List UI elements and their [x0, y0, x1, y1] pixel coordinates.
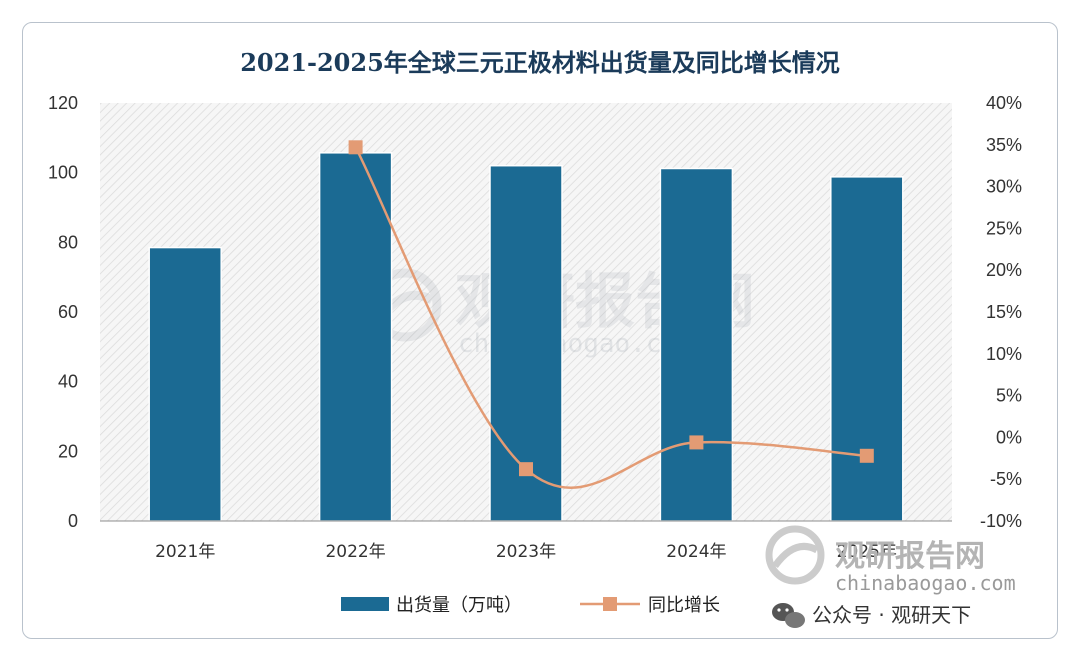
right-tick-label: 20%: [986, 260, 1022, 280]
right-tick-label: -10%: [980, 511, 1022, 531]
corner-brand-name: 观研报告网: [835, 539, 985, 574]
right-tick-label: 30%: [986, 177, 1022, 197]
x-tick-label: 2023年: [496, 542, 556, 562]
bar: [659, 167, 734, 522]
corner-wechat-label: 公众号 · 观研天下: [812, 603, 971, 627]
right-tick-label: -5%: [990, 469, 1022, 489]
left-tick-label: 0: [68, 511, 78, 531]
growth-point: [348, 140, 363, 155]
x-tick-label: 2021年: [155, 542, 215, 562]
line-series: [348, 140, 874, 489]
left-tick-label: 120: [48, 93, 78, 113]
legend-swatch-shipment: [341, 597, 389, 611]
growth-point: [689, 435, 704, 450]
legend-label-shipment: 出货量（万吨）: [396, 595, 522, 616]
left-tick-label: 20: [58, 441, 78, 461]
wechat-icon: [772, 603, 805, 628]
right-tick-label: 35%: [986, 135, 1022, 155]
legend-label-growth: 同比增长: [648, 595, 720, 616]
growth-point: [519, 462, 533, 477]
left-tick-label: 80: [58, 232, 78, 252]
x-tick-label: 2024年: [666, 542, 726, 562]
left-tick-label: 100: [48, 163, 78, 183]
right-tick-label: 40%: [986, 93, 1022, 113]
bar: [148, 246, 222, 522]
right-tick-label: 10%: [986, 344, 1022, 364]
growth-point: [859, 448, 874, 463]
bar: [830, 176, 904, 522]
corner-logo-icon: [765, 525, 825, 585]
bar-series: [148, 152, 904, 522]
x-axis: 2021年 2022年 2023年 2024年 2025年: [100, 520, 952, 562]
growth-line: [354, 146, 867, 489]
left-tick-label: 40: [58, 372, 78, 392]
left-axis: 0 20 40 60 80 100 120: [48, 93, 78, 531]
legend-swatch-growth-marker: [603, 597, 617, 611]
x-tick-label: 2022年: [325, 542, 385, 562]
left-tick-label: 60: [58, 302, 78, 322]
right-tick-label: 25%: [986, 218, 1022, 238]
legend: 出货量（万吨） 同比增长: [341, 595, 720, 616]
corner-brand-url: chinabaogao.com: [835, 571, 1016, 595]
right-tick-label: 15%: [986, 302, 1022, 322]
right-axis: -10% -5% 0% 5% 10% 15% 20% 25% 30% 35% 40%: [980, 93, 1022, 531]
x-tick-label: 2025年: [837, 542, 897, 562]
chart-title: 2021-2025年全球三元正极材料出货量及同比增长情况: [240, 48, 840, 77]
right-tick-label: 0%: [996, 427, 1022, 447]
bar: [489, 164, 563, 522]
bar: [318, 152, 393, 522]
corner-branding: 观研报告网 chinabaogao.com 公众号 · 观研天下: [765, 525, 1016, 628]
right-tick-label: 5%: [996, 386, 1022, 406]
